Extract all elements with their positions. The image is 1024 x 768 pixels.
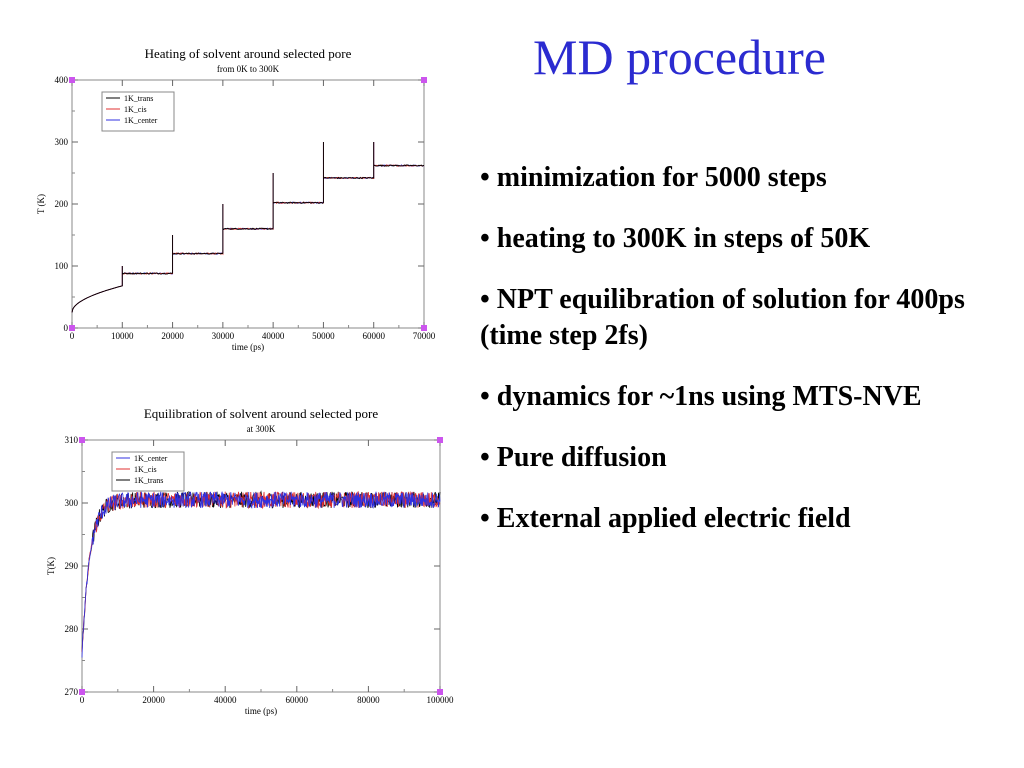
y-tick-label: 280	[65, 624, 79, 634]
corner-marker	[79, 689, 85, 695]
legend-label: 1K_cis	[134, 465, 157, 474]
legend-label: 1K_center	[134, 454, 168, 463]
bullet-list: • minimization for 5000 steps • heating …	[480, 160, 1000, 562]
y-tick-label: 300	[55, 137, 69, 147]
corner-marker	[69, 77, 75, 83]
chart-title: Heating of solvent around selected pore	[145, 46, 352, 61]
x-tick-label: 100000	[427, 695, 455, 705]
bullet-item: • External applied electric field	[480, 503, 851, 534]
bullet-item: • Pure diffusion	[480, 442, 667, 473]
y-tick-label: 310	[65, 435, 79, 445]
x-tick-label: 20000	[142, 695, 165, 705]
corner-marker	[79, 437, 85, 443]
legend-label: 1K_cis	[124, 105, 147, 114]
x-axis-label: time (ps)	[245, 706, 277, 716]
chart-title: Equilibration of solvent around selected…	[144, 406, 379, 421]
corner-marker	[421, 325, 427, 331]
series-line	[81, 491, 441, 658]
chart-subtitle: from 0K to 300K	[217, 64, 280, 74]
equilibration-chart: Equilibration of solvent around selected…	[46, 406, 455, 716]
x-tick-label: 40000	[262, 331, 285, 341]
bullet-item: • NPT equilibration of solution for 400p…	[480, 284, 965, 351]
y-tick-label: 100	[55, 261, 69, 271]
x-tick-label: 70000	[413, 331, 436, 341]
corner-marker	[69, 325, 75, 331]
slide-title: MD procedure	[533, 29, 826, 85]
y-tick-label: 300	[65, 498, 79, 508]
x-tick-label: 40000	[214, 695, 237, 705]
corner-marker	[421, 77, 427, 83]
corner-marker	[437, 689, 443, 695]
y-axis-label: T(K)	[46, 557, 56, 575]
series-line	[71, 142, 425, 313]
x-tick-label: 30000	[212, 331, 235, 341]
x-tick-label: 50000	[312, 331, 335, 341]
x-axis-label: time (ps)	[232, 342, 264, 352]
bullet-item: • heating to 300K in steps of 50K	[480, 223, 871, 254]
series-line	[81, 490, 441, 653]
chart-subtitle: at 300K	[247, 424, 276, 434]
legend-label: 1K_center	[124, 116, 158, 125]
x-tick-label: 80000	[357, 695, 380, 705]
bullet-item: • dynamics for ~1ns using MTS-NVE	[480, 381, 922, 412]
heating-chart: Heating of solvent around selected pore f…	[36, 46, 436, 352]
corner-marker	[437, 437, 443, 443]
series-line	[71, 142, 425, 313]
series-line	[71, 142, 425, 313]
y-tick-label: 290	[65, 561, 79, 571]
x-tick-label: 20000	[161, 331, 184, 341]
x-tick-label: 0	[70, 331, 75, 341]
y-tick-label: 200	[55, 199, 69, 209]
x-tick-label: 10000	[111, 331, 134, 341]
x-tick-label: 60000	[362, 331, 385, 341]
y-tick-label: 270	[65, 687, 79, 697]
bullet-item: • minimization for 5000 steps	[480, 162, 827, 193]
y-tick-label: 0	[64, 323, 69, 333]
x-tick-label: 0	[80, 695, 85, 705]
legend-label: 1K_trans	[124, 94, 153, 103]
y-tick-label: 400	[55, 75, 69, 85]
series-line	[81, 490, 441, 652]
legend-label: 1K_trans	[134, 476, 163, 485]
y-axis-label: T (K)	[36, 194, 46, 214]
x-tick-label: 60000	[286, 695, 309, 705]
